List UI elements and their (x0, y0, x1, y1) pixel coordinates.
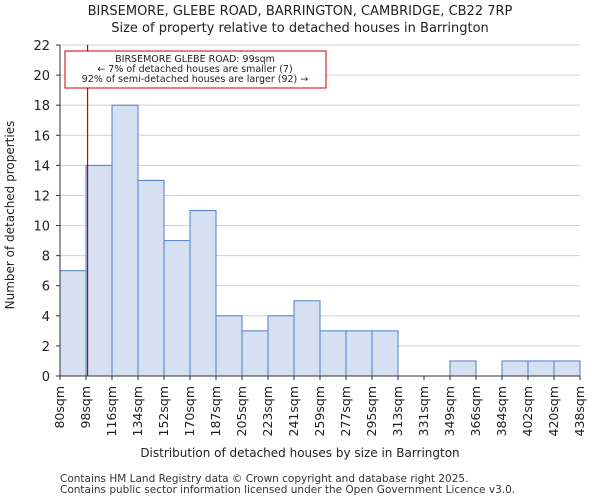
x-tick-label: 152sqm (156, 386, 171, 436)
histogram-bar (163, 240, 191, 377)
x-tick-label: 384sqm (494, 386, 509, 436)
chart-subtitle: Size of property relative to detached ho… (111, 21, 489, 36)
histogram-bar (293, 300, 321, 377)
x-tick-label: 98sqm (78, 386, 93, 429)
x-tick-label: 205sqm (234, 386, 249, 436)
y-tick-label: 0 (42, 370, 50, 385)
annotation-line-2: ← 7% of detached houses are smaller (7) (97, 64, 292, 75)
x-tick-label: 187sqm (208, 386, 223, 436)
histogram-bar (371, 330, 399, 377)
y-tick-label: 10 (33, 220, 50, 235)
x-axis-label: Distribution of detached houses by size … (140, 446, 459, 460)
y-tick-label: 4 (42, 310, 50, 325)
histogram-bar (553, 360, 581, 377)
histogram-bar (85, 164, 113, 377)
y-tick-label: 2 (42, 340, 50, 355)
y-tick-label: 14 (33, 159, 50, 174)
x-tick-label: 170sqm (182, 386, 197, 436)
y-tick-label: 8 (42, 250, 50, 265)
footer-line-1: Contains HM Land Registry data © Crown c… (60, 473, 469, 485)
histogram-bar (241, 330, 269, 377)
x-tick-label: 313sqm (390, 386, 405, 436)
x-tick-label: 80sqm (52, 386, 67, 429)
histogram-bar (111, 104, 139, 377)
histogram-bar (59, 270, 87, 377)
y-tick-label: 6 (42, 280, 50, 295)
y-tick-label: 20 (33, 69, 50, 84)
annotation-line-3: 92% of semi-detached houses are larger (… (82, 74, 309, 85)
x-tick-label: 241sqm (286, 386, 301, 436)
annotation-frame (64, 50, 327, 89)
histogram-bar (449, 360, 477, 377)
histogram-bar (345, 330, 373, 377)
x-tick-label: 366sqm (468, 386, 483, 436)
x-tick-label: 402sqm (520, 386, 535, 436)
annotation-box: BIRSEMORE GLEBE ROAD: 99sqm ← 7% of deta… (64, 50, 327, 89)
chart-title: BIRSEMORE, GLEBE ROAD, BARRINGTON, CAMBR… (87, 4, 513, 19)
x-tick-label: 420sqm (546, 386, 561, 436)
footer-line-2: Contains public sector information licen… (60, 484, 516, 496)
annotation-line-1: BIRSEMORE GLEBE ROAD: 99sqm (115, 54, 275, 65)
y-tick-label: 22 (33, 39, 50, 54)
x-tick-label: 223sqm (260, 386, 275, 436)
y-tick-label: 16 (33, 129, 50, 144)
x-tick-label: 295sqm (364, 386, 379, 436)
y-axis-label: Number of detached properties (3, 121, 17, 310)
y-tick-label: 12 (33, 189, 50, 204)
x-tick-label: 331sqm (416, 386, 431, 436)
x-tick-label: 277sqm (338, 386, 353, 436)
x-tick-label: 438sqm (572, 386, 587, 436)
y-tick-label: 18 (33, 99, 50, 114)
x-tick-label: 134sqm (130, 386, 145, 436)
histogram-bar (137, 179, 165, 377)
histogram-bar (319, 330, 347, 377)
histogram-bar (189, 210, 217, 377)
histogram-bar (267, 315, 295, 377)
histogram-bar (215, 315, 243, 377)
x-tick-label: 349sqm (442, 386, 457, 436)
histogram-bar (527, 360, 555, 377)
histogram-bar (501, 360, 529, 377)
x-tick-label: 259sqm (312, 386, 327, 436)
x-tick-label: 116sqm (104, 386, 119, 436)
